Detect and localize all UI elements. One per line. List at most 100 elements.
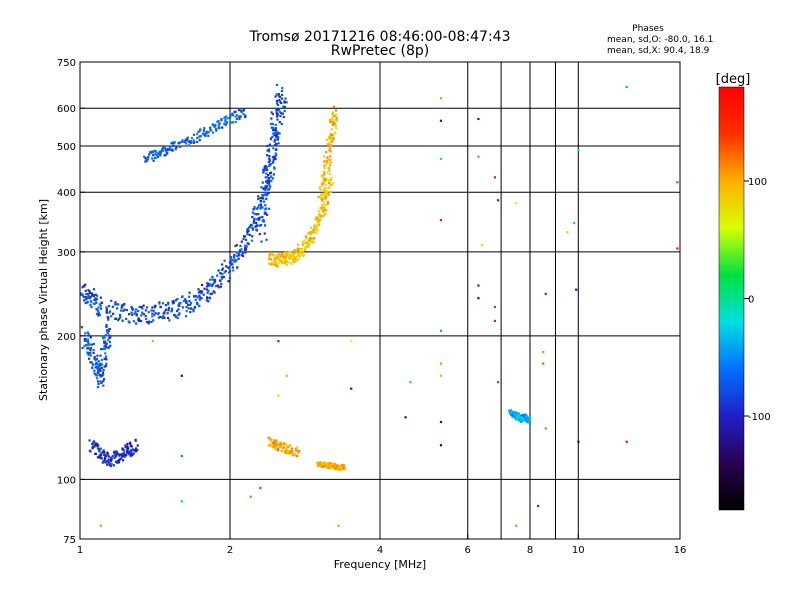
data-point [292, 258, 295, 261]
data-point [327, 462, 330, 465]
data-point [116, 459, 119, 463]
data-point [216, 274, 219, 277]
data-point [99, 381, 103, 384]
data-point [266, 179, 269, 182]
data-point [335, 117, 338, 120]
data-point [290, 447, 294, 450]
data-point [336, 466, 339, 469]
data-point [110, 463, 113, 466]
data-point [93, 302, 96, 305]
data-point [180, 454, 183, 458]
data-point [163, 316, 166, 319]
data-point [329, 158, 332, 161]
data-point [271, 161, 274, 164]
data-point [189, 303, 192, 306]
data-point [236, 114, 239, 117]
data-point [214, 123, 217, 127]
data-point [330, 138, 333, 142]
data-point [101, 451, 104, 454]
data-point [121, 305, 124, 308]
data-point [138, 319, 141, 322]
data-point [271, 441, 275, 444]
data-point [209, 126, 212, 129]
data-point [89, 349, 92, 352]
data-point [106, 452, 109, 455]
data-point [91, 366, 94, 370]
data-point [263, 187, 266, 190]
data-point [280, 89, 284, 93]
data-point [96, 354, 99, 357]
data-point [295, 255, 298, 258]
data-point [100, 452, 103, 455]
data-point [228, 261, 232, 264]
data-point [276, 132, 279, 136]
data-point [99, 373, 102, 377]
data-point [128, 313, 131, 316]
data-point [89, 354, 93, 357]
data-point [105, 323, 108, 327]
data-point [322, 197, 326, 200]
data-point [298, 255, 301, 258]
data-point [244, 114, 247, 117]
data-point [274, 95, 277, 98]
data-point [107, 346, 110, 350]
data-point [220, 275, 223, 279]
data-point [213, 291, 216, 294]
data-point [184, 142, 188, 145]
data-point [522, 419, 525, 422]
data-point [251, 215, 254, 219]
data-point [172, 142, 175, 145]
data-point [260, 205, 263, 208]
x-tick-label: 16 [674, 545, 687, 556]
data-point [318, 212, 321, 216]
data-point [87, 289, 90, 292]
data-point [198, 298, 202, 301]
data-point [83, 339, 86, 342]
data-point [112, 312, 115, 315]
data-point [103, 347, 107, 351]
data-point [281, 261, 284, 265]
data-point [210, 292, 213, 295]
data-point [320, 194, 323, 197]
data-point [97, 444, 100, 447]
data-point [283, 259, 287, 263]
data-point [192, 308, 195, 312]
colorbar-ticks: 100 0 -100 [744, 177, 771, 423]
data-point [287, 451, 290, 454]
data-point [231, 114, 235, 117]
data-point [322, 207, 325, 210]
data-point [212, 125, 216, 128]
data-point [89, 336, 92, 339]
data-point [248, 233, 251, 237]
data-point [185, 305, 188, 309]
data-point [523, 418, 526, 421]
colorbar [718, 86, 745, 511]
data-point [280, 445, 284, 448]
data-point [282, 257, 285, 260]
data-point [196, 140, 199, 143]
data-point [265, 197, 268, 200]
data-point [274, 127, 278, 130]
data-point [496, 381, 500, 384]
data-point [285, 374, 288, 377]
data-point [96, 386, 99, 389]
data-point [217, 269, 220, 272]
data-point [230, 256, 233, 259]
data-point [123, 455, 126, 458]
data-point [104, 352, 107, 355]
data-point [212, 278, 215, 281]
data-point [332, 138, 335, 141]
data-point [130, 305, 133, 309]
data-point [141, 307, 144, 310]
data-point [206, 291, 209, 294]
data-point [113, 451, 116, 454]
data-point [239, 249, 242, 252]
data-point [511, 411, 515, 414]
data-point [278, 258, 281, 261]
data-point [285, 259, 288, 263]
data-point [265, 238, 268, 241]
data-point [211, 275, 214, 279]
data-point [84, 283, 87, 286]
data-point [404, 416, 407, 419]
data-point [84, 332, 87, 335]
